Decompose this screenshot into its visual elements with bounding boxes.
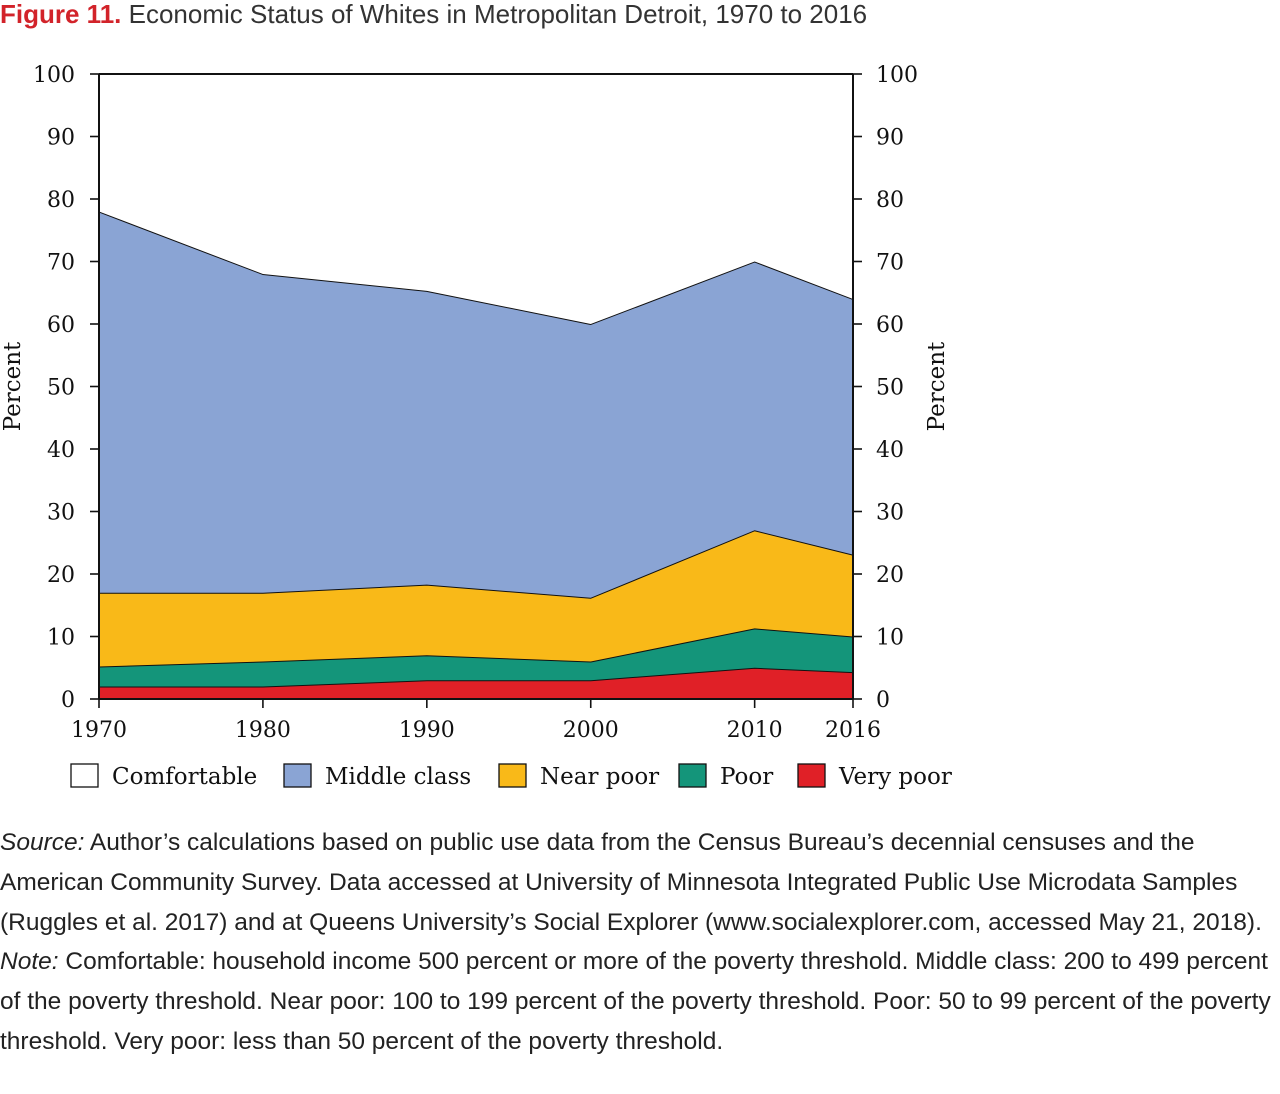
y-tick-label-left: 10 xyxy=(47,626,75,651)
y-tick-label-left: 70 xyxy=(47,251,75,276)
area-near-poor xyxy=(99,530,853,667)
legend-swatch-very-poor xyxy=(797,763,826,788)
y-tick-label-right: 100 xyxy=(876,63,918,88)
stacked-area-chart: 0 0 10 10 20 20 30 30 40 40 50 50 60 60 70 70 80 80 90 90 10… xyxy=(0,63,952,790)
y-tick-label-right: 10 xyxy=(876,626,904,651)
y-tick-label-left: 50 xyxy=(47,376,75,401)
y-tick-label-left: 100 xyxy=(33,63,75,88)
source-label: Source: xyxy=(0,829,85,856)
figure-title: Figure 11. Economic Status of Whites in … xyxy=(0,0,867,28)
legend-swatch-middle-class xyxy=(283,763,312,788)
legend-label-very-poor: Very poor xyxy=(838,764,952,790)
note-text: Comfortable: household income 500 percen… xyxy=(0,948,1271,1055)
y-axis-title-left: Percent xyxy=(0,341,26,431)
y-tick-label-left: 20 xyxy=(47,563,75,588)
y-tick-label-left: 90 xyxy=(47,126,75,151)
x-tick-label: 2016 xyxy=(825,718,881,743)
y-tick-label-left: 30 xyxy=(47,501,75,526)
area-comfortable xyxy=(99,74,853,324)
y-tick-label-right: 20 xyxy=(876,563,904,588)
legend-swatch-poor xyxy=(678,763,707,788)
note-label: Note: xyxy=(0,948,59,976)
chart-notes: Source: Author’s calculations based on p… xyxy=(0,823,1280,1062)
x-tick-label: 2010 xyxy=(727,718,783,743)
legend-label-poor: Poor xyxy=(720,764,773,790)
x-tick-label: 1970 xyxy=(71,718,127,743)
source-text: Author’s calculations based on public us… xyxy=(0,829,1262,936)
definitions-note: Note: Comfortable: household income 500 … xyxy=(0,942,1280,1061)
area-layers xyxy=(98,73,854,699)
legend-label-middle-class: Middle class xyxy=(325,764,471,790)
legend-label-comfortable: Comfortable xyxy=(112,764,257,790)
figure-title-text: Economic Status of Whites in Metropolita… xyxy=(128,0,868,29)
x-tick-label: 1980 xyxy=(235,718,291,743)
x-tick-label: 2000 xyxy=(563,718,619,743)
area-middle-class xyxy=(99,211,853,598)
figure-number: Figure 11. xyxy=(0,0,122,29)
axes: 0 0 10 10 20 20 30 30 40 40 50 50 60 60 70 70 80 80 90 90 10… xyxy=(0,63,950,743)
y-tick-label-right: 80 xyxy=(876,188,904,213)
legend-label-near-poor: Near poor xyxy=(540,764,659,790)
y-tick-label-left: 40 xyxy=(47,438,75,463)
y-tick-label-right: 30 xyxy=(876,501,904,526)
y-tick-label-left: 0 xyxy=(61,688,75,713)
y-tick-label-right: 0 xyxy=(876,688,890,713)
y-tick-label-left: 60 xyxy=(47,313,75,338)
legend: Comfortable Middle class Near poor Poor Very… xyxy=(70,763,952,790)
y-tick-label-right: 60 xyxy=(876,313,904,338)
x-tick-label: 1990 xyxy=(399,718,455,743)
y-tick-label-right: 50 xyxy=(876,376,904,401)
y-tick-label-right: 90 xyxy=(876,126,904,151)
y-tick-label-right: 70 xyxy=(876,251,904,276)
y-axis-title-right: Percent xyxy=(924,341,950,431)
legend-swatch-near-poor xyxy=(498,763,527,788)
y-tick-label-right: 40 xyxy=(876,438,904,463)
legend-swatch-comfortable xyxy=(70,763,99,788)
source-note: Source: Author’s calculations based on p… xyxy=(0,823,1280,942)
y-tick-label-left: 80 xyxy=(47,188,75,213)
